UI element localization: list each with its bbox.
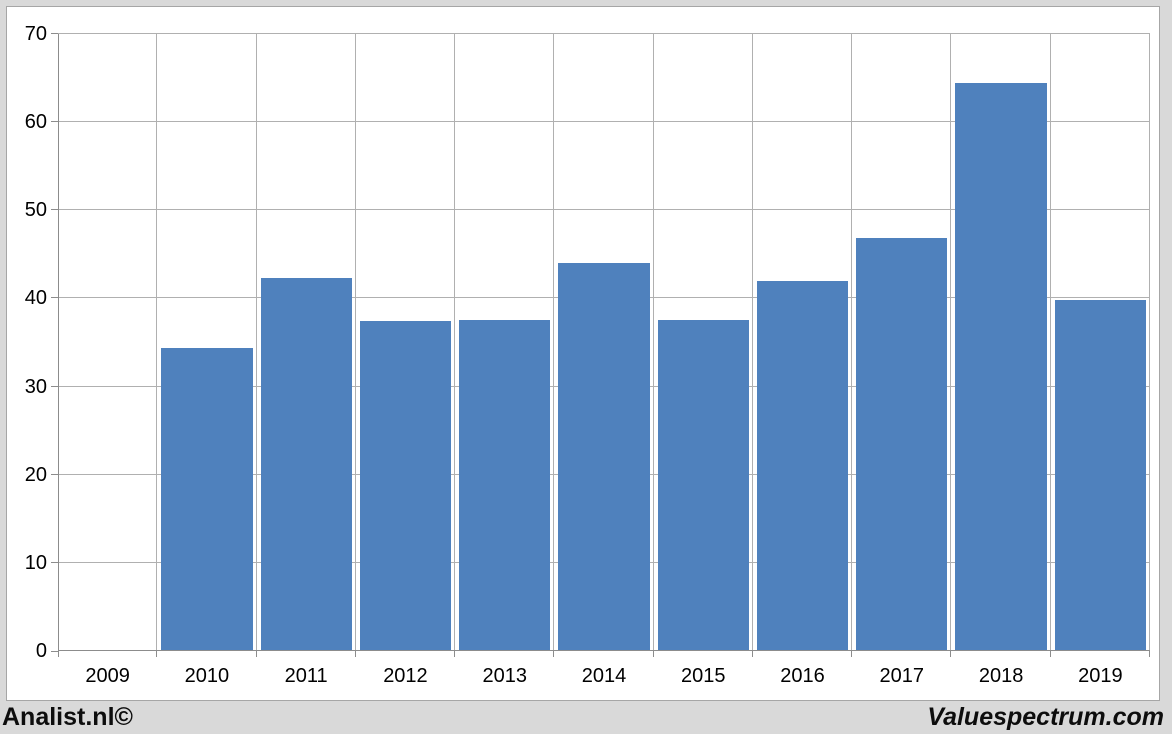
y-tick-20 xyxy=(51,473,58,475)
gridline-v-1 xyxy=(156,34,158,651)
y-tick-10 xyxy=(51,561,58,563)
x-axis-label-2009: 2009 xyxy=(85,665,130,687)
x-tick-10 xyxy=(1049,651,1051,657)
bar-2011 xyxy=(260,278,352,651)
gridline-h-50 xyxy=(58,209,1150,211)
x-axis-label-2019: 2019 xyxy=(1078,665,1123,687)
y-tick-30 xyxy=(51,385,58,387)
gridline-v-4 xyxy=(454,34,456,651)
gridline-v-10 xyxy=(1049,34,1051,651)
y-tick-0 xyxy=(51,651,58,652)
bar-2016 xyxy=(756,281,849,651)
x-tick-7 xyxy=(751,651,753,657)
x-axis-label-2016: 2016 xyxy=(780,665,825,687)
bar-2010 xyxy=(161,348,253,651)
x-tick-2 xyxy=(255,651,257,657)
gridline-v-7 xyxy=(751,34,753,651)
x-tick-11 xyxy=(1149,651,1150,657)
gridline-h-60 xyxy=(58,121,1150,123)
y-tick-50 xyxy=(51,209,58,211)
gridline-v-8 xyxy=(851,34,853,651)
x-axis-line xyxy=(58,650,1150,651)
x-tick-0 xyxy=(58,651,59,657)
gridline-v-11 xyxy=(1149,34,1150,651)
x-tick-6 xyxy=(652,651,654,657)
gridline-v-6 xyxy=(652,34,654,651)
bar-2012 xyxy=(359,321,452,651)
branding-strip: Analist.nl© Valuespectrum.com xyxy=(0,701,1172,734)
bar-2013 xyxy=(459,320,551,651)
branding-valuespectrum: Valuespectrum.com xyxy=(927,703,1164,731)
x-axis-label-2013: 2013 xyxy=(482,665,527,687)
y-axis-label-30: 30 xyxy=(24,375,47,398)
y-axis-label-70: 70 xyxy=(24,23,47,45)
gridline-h-70 xyxy=(58,33,1150,34)
x-axis-label-2015: 2015 xyxy=(681,665,726,687)
y-axis-label-50: 50 xyxy=(24,199,47,222)
y-tick-40 xyxy=(51,297,58,299)
gridline-v-3 xyxy=(354,34,356,651)
x-tick-5 xyxy=(553,651,555,657)
y-axis-label-0: 0 xyxy=(35,640,47,662)
x-tick-4 xyxy=(454,651,456,657)
branding-analist: Analist.nl© xyxy=(2,703,133,731)
x-axis-label-2012: 2012 xyxy=(383,665,428,687)
bar-2015 xyxy=(657,320,749,651)
x-tick-1 xyxy=(156,651,158,657)
x-axis-label-2014: 2014 xyxy=(581,665,627,687)
x-axis-label-2017: 2017 xyxy=(879,665,925,687)
x-tick-9 xyxy=(950,651,952,657)
bar-2019 xyxy=(1054,300,1146,651)
x-tick-3 xyxy=(354,651,356,657)
x-tick-8 xyxy=(851,651,853,657)
y-axis-label-10: 10 xyxy=(24,551,47,574)
plot-area xyxy=(58,33,1150,651)
y-tick-70 xyxy=(51,33,58,34)
bar-2014 xyxy=(558,263,650,651)
y-axis-label-20: 20 xyxy=(24,463,47,486)
gridline-v-2 xyxy=(255,34,257,651)
gridline-v-5 xyxy=(553,34,555,651)
y-axis-label-60: 60 xyxy=(24,111,47,134)
y-tick-60 xyxy=(51,121,58,123)
x-axis-label-2018: 2018 xyxy=(978,665,1024,687)
y-axis-line xyxy=(58,34,59,651)
chart-frame: 0 10 20 30 40 50 60 70 2009 2010 2011 2012 2013 2014… xyxy=(6,6,1160,701)
x-axis-label-2011: 2011 xyxy=(284,665,328,687)
x-axis-label-2010: 2010 xyxy=(184,665,230,687)
y-axis-label-40: 40 xyxy=(24,287,47,310)
bar-2018 xyxy=(955,83,1047,651)
bar-2017 xyxy=(856,238,948,651)
gridline-v-9 xyxy=(950,34,952,651)
